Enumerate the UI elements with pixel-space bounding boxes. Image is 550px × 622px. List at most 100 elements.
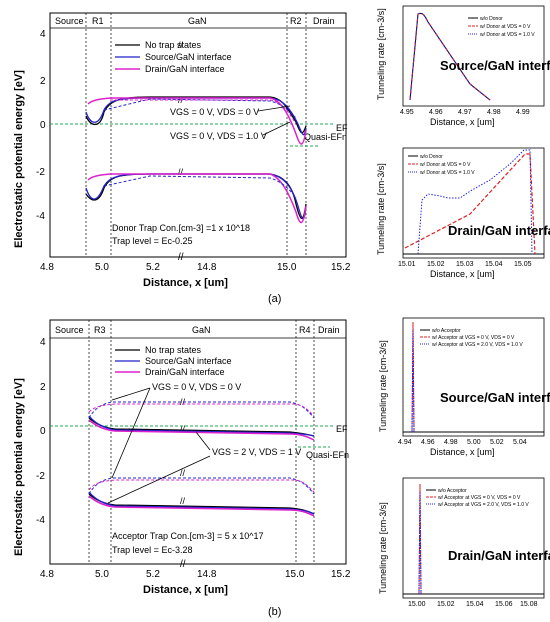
panel-a-inset-bottom: w/o Donor w/ Donor at VDS = 0 V w/ Donor… [376,147,550,279]
x-axis-label: Distance, x [um] [143,584,228,596]
y-tick-label: 4 [40,337,46,348]
legend-entry: w/o Donor [480,16,503,22]
y-axis-label: Tunneling rate [cm-3/s] [376,163,386,255]
y-tick-label: -2 [36,167,45,178]
y-tick-label: -4 [36,515,45,526]
axis-break: // [180,397,186,407]
x-tick-label: 15.0 [277,262,297,273]
series-line-acceptor-vgs0 [411,321,415,433]
panel-label: (b) [268,606,281,618]
axis-break: // [180,559,186,570]
x-tick-label: 4.8 [40,262,54,273]
panel-b-legend: No trap states Source/GaN interface Drai… [115,345,232,377]
y-axis-label: Tunneling rate [cm-3/s] [378,502,388,594]
inset-frame [402,147,545,259]
trap-concentration: Acceptor Trap Con.[cm-3] = 5 x 10^17 [112,531,264,541]
region-label: GaN [192,325,211,335]
y-tick-label: 0 [40,120,46,131]
series-line-drain-gan-vds [110,99,297,125]
x-axis-label: Distance, x [um] [430,117,495,127]
x-tick-label: 4.96 [421,439,435,446]
series-line-drain-gan [87,173,307,224]
annotation-arrow [111,387,151,401]
x-tick-label: 5.2 [146,569,160,580]
region-label: Source [55,325,84,335]
panel-a-main: Source R1 GaN R2 Drain // // // // 4 2 0… [13,12,351,289]
series-line-source-gan-vgs0 [88,477,315,495]
quasi-ef-label: Quasi-EFn [304,132,347,142]
axis-break: // [178,167,184,177]
x-tick-label: 5.04 [513,439,527,446]
x-axis-label: Distance, x [um] [143,277,228,289]
legend-entry: No trap states [145,345,202,355]
axis-break: // [180,496,186,506]
axis-break: // [178,40,184,50]
annotation-arrow [262,121,291,136]
trap-concentration: Donor Trap Con.[cm-3] =1 x 10^18 [112,223,250,233]
x-tick-label: 15.0 [285,569,305,580]
series-line-source-gan [85,173,307,220]
x-tick-label: 15.06 [495,601,513,608]
axis-break: // [180,468,186,478]
x-tick-label: 4.95 [400,109,414,116]
x-tick-label: 5.2 [146,262,160,273]
series-line-acceptor-vgs2 [411,329,415,433]
x-tick-label: 5.02 [490,439,504,446]
annotation-arrow [257,105,291,112]
inset-frame [402,317,545,437]
x-tick-label: 4.97 [458,109,472,116]
x-tick-label: 4.96 [429,109,443,116]
x-tick-label: 15.03 [456,261,474,268]
x-tick-label: 5.00 [467,439,481,446]
region-label: Drain [318,325,340,335]
x-tick-label: 15.02 [427,261,445,268]
panel-b-inset-top: w/o Acceptor w/ Acceptor at VGS = 0 V, V… [378,317,550,457]
x-tick-label: 15.01 [398,261,416,268]
inset-frame [402,477,545,599]
x-tick-label: 5.0 [95,569,109,580]
panel-b-frame [49,319,347,565]
inset-title: Source/GaN interface [440,58,550,73]
legend-entry: Source/GaN interface [145,356,232,366]
x-axis-label: Distance, x [um] [430,447,495,457]
annotation-arrow [111,387,151,479]
inset-title: Source/GaN interface [440,390,550,405]
series-line-acceptor-vgs2 [418,491,422,595]
x-tick-label: 15.2 [331,569,351,580]
series-line-source-gan [88,491,315,515]
series-line-donor-vds1 [417,149,533,255]
region-label: Source [55,16,84,26]
legend-entry: w/o Acceptor [438,488,467,494]
region-label: R1 [92,16,104,26]
y-axis-label: Electrostatic potential energy [eV] [13,378,25,556]
x-tick-label: 15.05 [514,261,532,268]
bias-label: VGS = 0 V, VDS = 0 V [170,107,259,117]
series-line-no-trap [88,493,315,515]
quasi-ef-label: Quasi-EFn [306,450,349,460]
y-axis-label: Tunneling rate [cm-3/s] [378,340,388,432]
y-axis-label: Tunneling rate [cm-3/s] [376,8,386,100]
legend-entry: w/o Donor [420,154,443,160]
axis-break: // [180,424,186,434]
y-tick-label: 2 [40,382,46,393]
x-tick-label: 4.99 [516,109,530,116]
legend-entry: w/ Donor at VDS = 1.0 V [480,32,535,38]
y-tick-label: 0 [40,426,46,437]
series-line-source-gan-vds [103,98,297,119]
series-line-acceptor-vgs0 [418,483,422,595]
legend-entry: w/ Acceptor at VGS = 0 V, VDS = 0 V [438,495,521,501]
legend-entry: w/ Donor at VDS = 1.0 V [420,170,475,176]
legend-entry: Drain/GaN interface [145,367,225,377]
x-tick-label: 5.0 [95,262,109,273]
region-label: R3 [94,325,106,335]
y-tick-label: -4 [36,211,45,222]
legend-entry: w/o Acceptor [432,328,461,334]
series-line-donor-vds0 [404,153,536,255]
x-axis-label: Distance, x [um] [430,269,495,279]
x-tick-label: 14.8 [197,569,217,580]
series-line-drain-gan [88,419,315,441]
series-line-source-gan [88,415,315,437]
legend-entry: Source/GaN interface [145,52,232,62]
series-line-source-gan-vgs0 [88,401,315,419]
inset-title: Drain/GaN interface [448,223,550,238]
